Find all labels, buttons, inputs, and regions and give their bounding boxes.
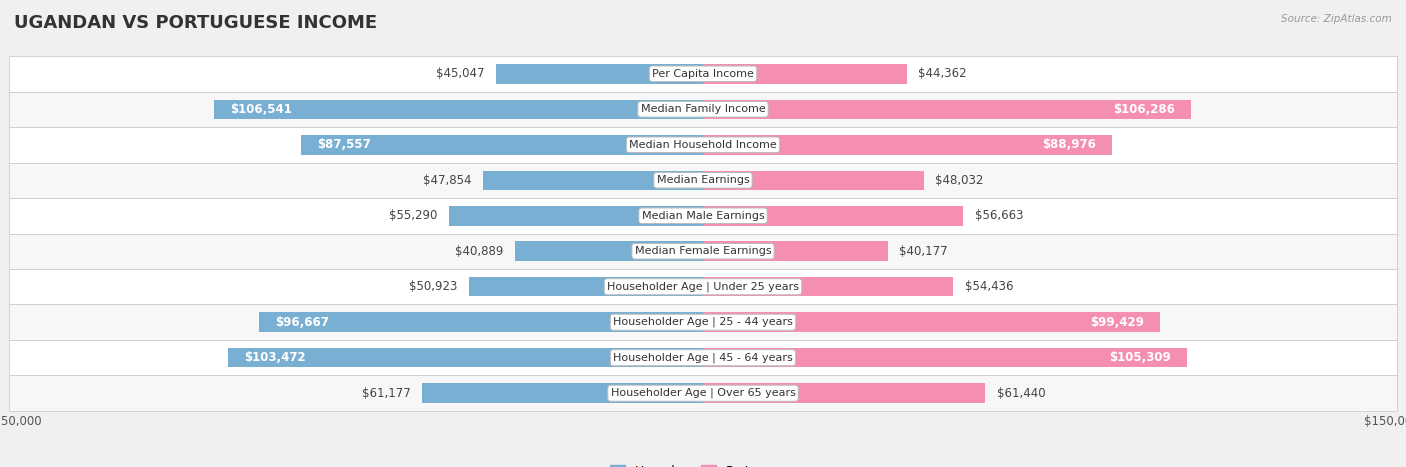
Text: Source: ZipAtlas.com: Source: ZipAtlas.com — [1281, 14, 1392, 24]
Text: $48,032: $48,032 — [935, 174, 983, 187]
Bar — [484, 170, 703, 190]
Text: Median Household Income: Median Household Income — [628, 140, 778, 150]
Text: $40,177: $40,177 — [898, 245, 948, 258]
Text: Median Family Income: Median Family Income — [641, 104, 765, 114]
Text: Householder Age | Under 25 years: Householder Age | Under 25 years — [607, 282, 799, 292]
Text: UGANDAN VS PORTUGUESE INCOME: UGANDAN VS PORTUGUESE INCOME — [14, 14, 377, 32]
Text: Householder Age | 45 - 64 years: Householder Age | 45 - 64 years — [613, 353, 793, 363]
Text: Per Capita Income: Per Capita Income — [652, 69, 754, 79]
Text: $106,541: $106,541 — [229, 103, 291, 116]
Bar — [703, 277, 953, 297]
Bar — [703, 135, 1112, 155]
Text: $96,667: $96,667 — [276, 316, 329, 329]
Text: $103,472: $103,472 — [243, 351, 305, 364]
Text: $106,286: $106,286 — [1114, 103, 1175, 116]
FancyBboxPatch shape — [10, 198, 1396, 234]
Bar — [703, 348, 1187, 368]
FancyBboxPatch shape — [10, 234, 1396, 269]
Bar — [214, 99, 703, 119]
Text: $61,177: $61,177 — [361, 387, 411, 400]
Text: $105,309: $105,309 — [1109, 351, 1171, 364]
Text: $44,362: $44,362 — [918, 67, 967, 80]
Text: Householder Age | 25 - 44 years: Householder Age | 25 - 44 years — [613, 317, 793, 327]
Bar — [259, 312, 703, 332]
Text: $40,889: $40,889 — [456, 245, 503, 258]
Bar — [703, 99, 1191, 119]
Bar — [449, 206, 703, 226]
Bar — [703, 312, 1160, 332]
Text: $56,663: $56,663 — [974, 209, 1024, 222]
FancyBboxPatch shape — [10, 304, 1396, 340]
Bar — [703, 64, 907, 84]
Text: $54,436: $54,436 — [965, 280, 1012, 293]
Text: Householder Age | Over 65 years: Householder Age | Over 65 years — [610, 388, 796, 398]
Text: $47,854: $47,854 — [423, 174, 472, 187]
FancyBboxPatch shape — [10, 127, 1396, 163]
Bar — [703, 383, 986, 403]
FancyBboxPatch shape — [10, 92, 1396, 127]
Text: $55,290: $55,290 — [389, 209, 437, 222]
FancyBboxPatch shape — [10, 163, 1396, 198]
Bar — [703, 206, 963, 226]
Text: $87,557: $87,557 — [316, 138, 371, 151]
Bar — [470, 277, 703, 297]
Text: $88,976: $88,976 — [1042, 138, 1095, 151]
Bar — [703, 241, 887, 261]
FancyBboxPatch shape — [10, 269, 1396, 304]
Bar — [496, 64, 703, 84]
Text: $99,429: $99,429 — [1090, 316, 1143, 329]
FancyBboxPatch shape — [10, 56, 1396, 92]
Bar — [301, 135, 703, 155]
Text: $45,047: $45,047 — [436, 67, 485, 80]
Bar — [228, 348, 703, 368]
FancyBboxPatch shape — [10, 340, 1396, 375]
Legend: Ugandan, Portuguese: Ugandan, Portuguese — [605, 460, 801, 467]
Text: $50,923: $50,923 — [409, 280, 457, 293]
Bar — [422, 383, 703, 403]
Bar — [515, 241, 703, 261]
Text: $61,440: $61,440 — [997, 387, 1045, 400]
Text: Median Female Earnings: Median Female Earnings — [634, 246, 772, 256]
Text: Median Earnings: Median Earnings — [657, 175, 749, 185]
FancyBboxPatch shape — [10, 375, 1396, 411]
Bar — [703, 170, 924, 190]
Text: Median Male Earnings: Median Male Earnings — [641, 211, 765, 221]
